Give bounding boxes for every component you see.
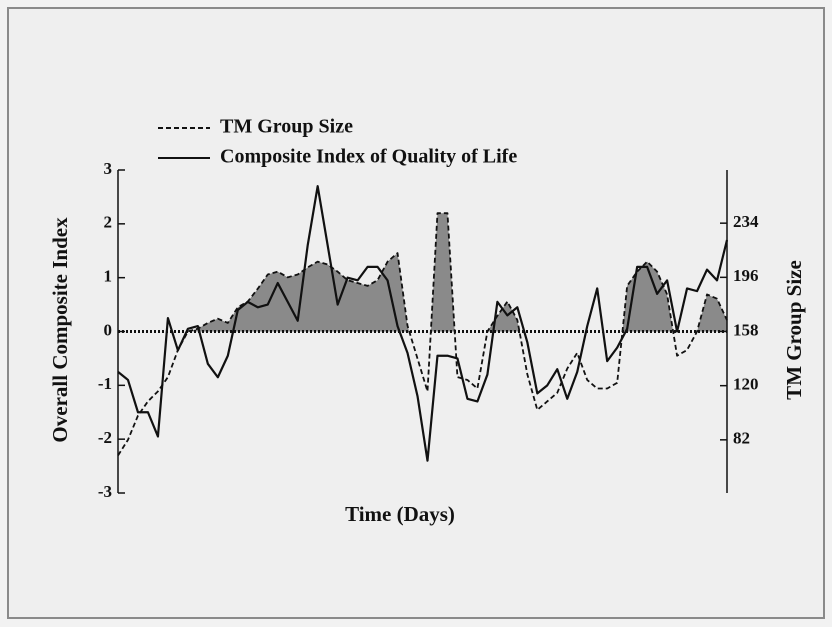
legend-text: TM Group Size: [220, 116, 353, 138]
y2-tick-label: 196: [733, 266, 759, 285]
y-tick-label: -1: [98, 374, 112, 393]
frame: [7, 7, 825, 619]
y2-tick-label: 82: [733, 429, 750, 448]
y2-axis-title: TM Group Size: [782, 260, 806, 400]
y-tick-label: 3: [104, 159, 113, 178]
y-axis-title: Overall Composite Index: [48, 217, 72, 443]
y2-tick-label: 158: [733, 320, 759, 339]
legend-text: Composite Index of Quality of Life: [220, 146, 517, 168]
y-tick-label: 2: [104, 213, 113, 232]
y-tick-label: -2: [98, 428, 112, 447]
line: [117, 212, 728, 456]
y2-tick-label: 234: [733, 212, 759, 231]
line: [117, 185, 729, 462]
y-tick-label: 1: [104, 267, 113, 286]
x-axis-title: Time (Days): [345, 502, 455, 526]
y-tick-label: -3: [98, 482, 112, 501]
area: [118, 213, 727, 332]
y2-tick-label: 120: [733, 375, 759, 394]
y-tick-label: 0: [104, 320, 113, 339]
